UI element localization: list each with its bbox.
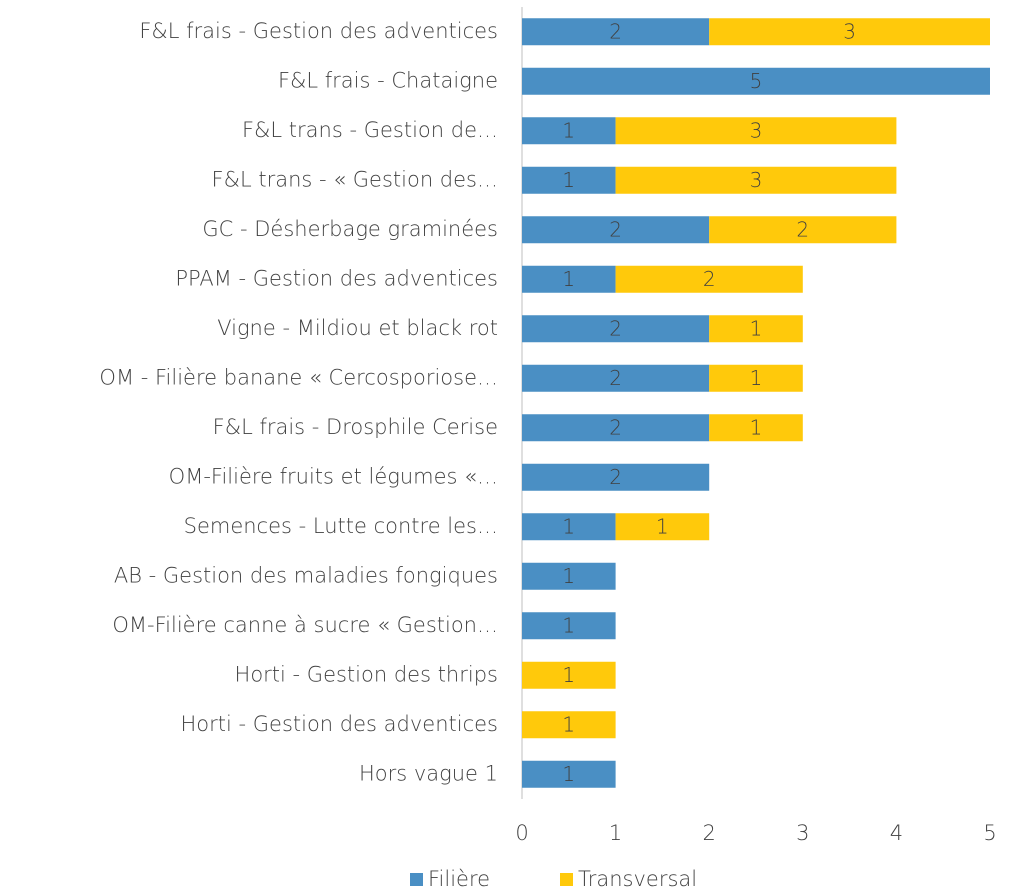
category-label: F&L frais - Drosphile Cerise — [213, 415, 498, 439]
bar-segment — [709, 364, 803, 392]
bar-segment — [522, 513, 616, 541]
bar-segment — [522, 166, 616, 194]
data-label: 3 — [750, 118, 763, 142]
data-label: 1 — [562, 118, 575, 142]
bar-segment — [522, 364, 710, 392]
data-label: 1 — [750, 415, 763, 439]
legend-label: Filière — [428, 867, 490, 891]
category-label: F&L trans - Gestion de… — [242, 118, 498, 142]
bar-segment — [615, 265, 803, 293]
bar-segment — [709, 414, 803, 442]
data-label: 2 — [609, 19, 622, 43]
bar-segment — [522, 315, 710, 343]
bar-segment — [522, 414, 710, 442]
legend-label: Transversal — [578, 867, 697, 891]
data-label: 1 — [562, 168, 575, 192]
category-label: OM-Filière fruits et légumes «… — [169, 464, 498, 488]
category-label: GC - Désherbage graminées — [202, 217, 498, 241]
category-label: F&L frais - Chataigne — [278, 68, 498, 92]
bar-segment — [709, 216, 897, 244]
bar-segment — [522, 216, 710, 244]
bar-segment — [615, 117, 897, 145]
data-label: 2 — [609, 217, 622, 241]
data-label: 1 — [562, 514, 575, 538]
data-label: 2 — [609, 366, 622, 390]
data-label: 1 — [562, 564, 575, 588]
data-label: 1 — [750, 366, 763, 390]
category-label: F&L frais - Gestion des adventices — [139, 19, 498, 43]
data-label: 2 — [703, 267, 716, 291]
bar-segment — [709, 315, 803, 343]
bar-segment — [615, 166, 897, 194]
data-label: 1 — [656, 514, 669, 538]
bar-segment — [522, 562, 616, 590]
category-label: Hors vague 1 — [359, 761, 498, 785]
category-label: F&L trans - « Gestion des… — [212, 167, 499, 191]
data-label: 3 — [750, 168, 763, 192]
category-label: Vigne - Mildiou et black rot — [217, 316, 498, 340]
data-label: 2 — [609, 415, 622, 439]
category-label: Horti - Gestion des thrips — [235, 662, 498, 686]
bar-segment — [522, 661, 616, 689]
bar-segment — [522, 711, 616, 739]
bar-segment — [615, 513, 710, 541]
category-label: AB - Gestion des maladies fongiques — [114, 563, 498, 587]
x-tick-label: 3 — [796, 821, 809, 845]
legend-swatch — [410, 873, 423, 886]
data-label: 2 — [609, 465, 622, 489]
x-tick-label: 4 — [890, 821, 903, 845]
bar-segment — [522, 18, 710, 46]
category-label: OM - Filière banane « Cercosporiose… — [99, 365, 498, 389]
category-label: OM-Filière canne à sucre « Gestion… — [112, 613, 498, 637]
bar-segment — [522, 612, 616, 640]
x-tick-label: 0 — [515, 821, 528, 845]
bar-segment — [522, 463, 710, 491]
data-label: 2 — [609, 316, 622, 340]
bar-segment — [522, 117, 616, 145]
data-label: 5 — [750, 69, 763, 93]
category-label: PPAM - Gestion des adventices — [175, 266, 498, 290]
data-label: 2 — [796, 217, 809, 241]
data-label: 1 — [750, 316, 763, 340]
bar-segment — [522, 265, 616, 293]
data-label: 1 — [562, 613, 575, 637]
data-label: 1 — [562, 663, 575, 687]
category-label: Horti - Gestion des adventices — [180, 712, 498, 736]
data-label: 1 — [562, 712, 575, 736]
x-tick-label: 5 — [983, 821, 996, 845]
bar-segment — [522, 67, 990, 95]
data-label: 1 — [562, 762, 575, 786]
data-label: 3 — [843, 19, 856, 43]
x-tick-label: 1 — [609, 821, 622, 845]
data-label: 1 — [562, 267, 575, 291]
category-label: Semences - Lutte contre les… — [184, 514, 498, 538]
x-tick-label: 2 — [703, 821, 716, 845]
bar-segment — [709, 18, 990, 46]
legend-swatch — [560, 873, 573, 886]
bar-segment — [522, 760, 616, 788]
